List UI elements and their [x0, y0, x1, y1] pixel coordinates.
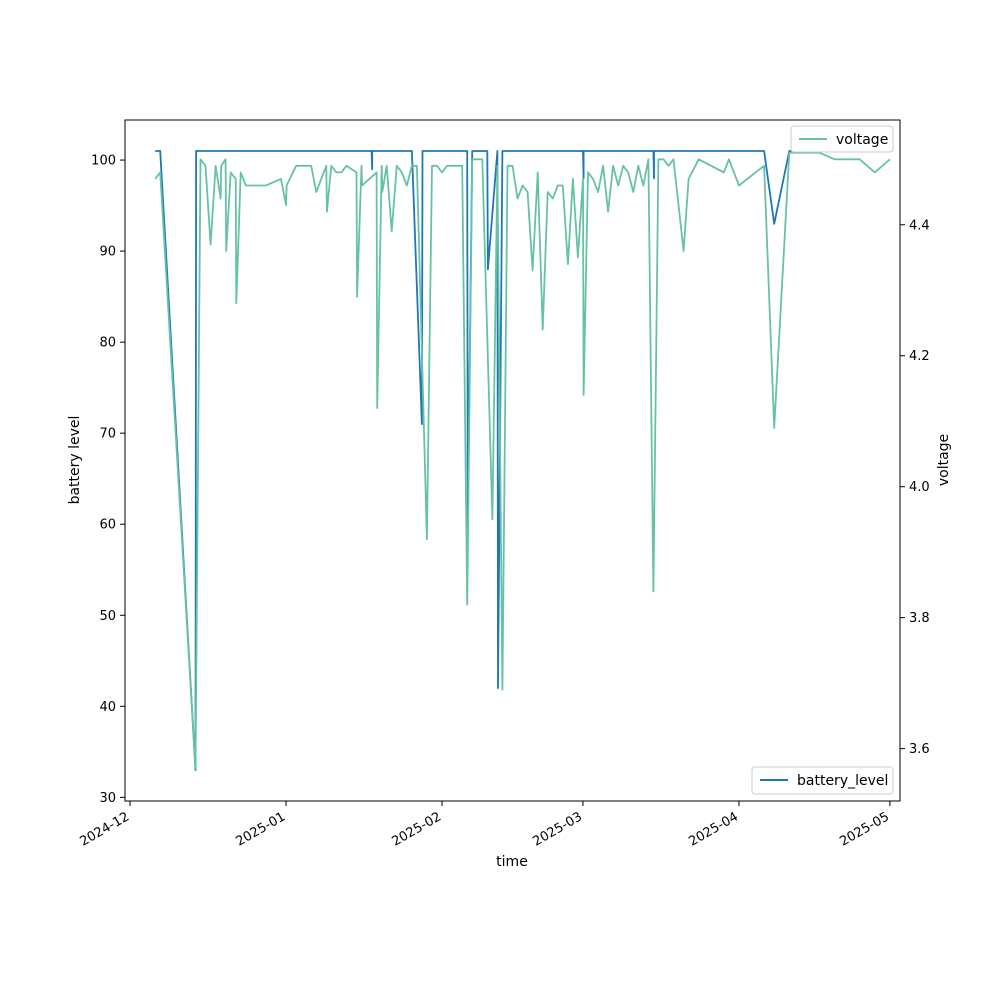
y-left-tick-label: 40 — [99, 700, 116, 715]
x-tick-label: 2024-12 — [77, 809, 132, 849]
battery-level-series — [155, 150, 890, 771]
voltage-series — [154, 151, 891, 770]
y-left-tick-label: 70 — [99, 427, 116, 442]
legend-battery-label: battery_level — [797, 773, 888, 789]
plot-frame — [124, 119, 901, 802]
y-left-tick-label: 30 — [99, 791, 116, 806]
x-tick-label: 2025-04 — [686, 809, 741, 849]
y-right-tick-label: 3.8 — [909, 611, 930, 626]
y-left-tick-label: 90 — [99, 245, 116, 260]
y-left-axis-label: battery level — [67, 416, 83, 505]
x-tick-label: 2025-01 — [233, 809, 288, 849]
x-axis-ticks: 2024-12 2025-01 2025-02 2025-03 2025-04 2025-… — [77, 801, 892, 850]
y-left-tick-label: 60 — [99, 518, 116, 533]
y-right-tick-label: 4.2 — [909, 349, 930, 364]
y-right-tick-label: 4.0 — [909, 480, 930, 495]
voltage-line — [154, 151, 891, 770]
y-left-axis-ticks: 30 40 50 60 70 80 90 100 — [91, 154, 125, 806]
y-right-tick-label: 4.4 — [909, 218, 930, 233]
legend-voltage-label: voltage — [836, 132, 888, 148]
legend-voltage-box — [790, 125, 894, 153]
y-left-tick-label: 50 — [99, 609, 116, 624]
battery-level-line — [155, 150, 890, 771]
legend-voltage: voltage — [790, 125, 894, 153]
y-right-axis-label: voltage — [936, 434, 952, 486]
x-axis-label: time — [496, 854, 528, 870]
legend-battery-level: battery_level — [751, 766, 894, 795]
y-right-axis-ticks: 3.6 3.8 4.0 4.2 4.4 — [900, 218, 930, 757]
x-tick-label: 2025-02 — [389, 809, 444, 849]
x-tick-label: 2025-03 — [530, 809, 585, 849]
legend-battery-box — [751, 766, 894, 795]
y-left-tick-label: 80 — [99, 336, 116, 351]
y-right-tick-label: 3.6 — [909, 742, 930, 757]
x-tick-label: 2025-05 — [837, 809, 892, 849]
y-left-tick-label: 100 — [91, 154, 116, 169]
